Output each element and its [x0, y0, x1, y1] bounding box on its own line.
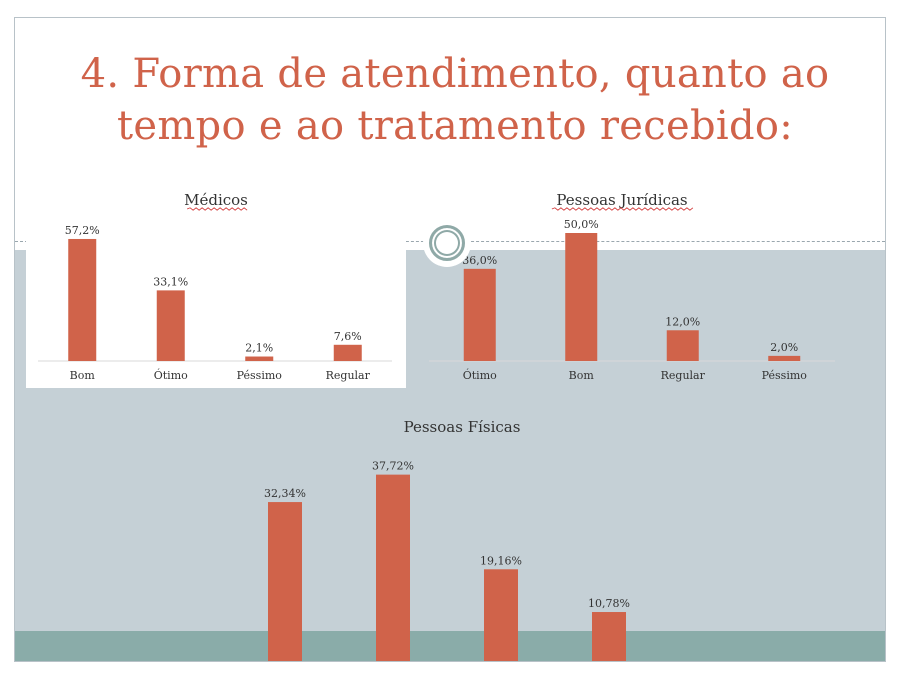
chart-pessoas-juridicas-value-label: 36,0%: [462, 254, 497, 267]
chart-pessoas-juridicas-value-label: 50,0%: [564, 218, 599, 231]
chart-medicos-value-label: 7,6%: [334, 330, 362, 343]
chart-pessoas-fisicas-svg: Pessoas Físicas32,34%Ótimo37,72%Bom19,16…: [264, 418, 630, 661]
chart-medicos-value-label: 57,2%: [65, 224, 100, 237]
chart-pessoas-juridicas-bar: [666, 330, 699, 361]
chart-pessoas-juridicas: Pessoas Jurídicas 36,0% Ótimo 50,0% Bom 12,0%…: [425, 168, 835, 388]
chart-pessoas-fisicas: Pessoas Físicas32,34%Ótimo37,72%Bom19,16…: [215, 396, 695, 661]
chart-pessoas-fisicas-title: Pessoas Físicas: [404, 418, 521, 436]
chart-medicos-bar: [156, 290, 185, 361]
chart-pessoas-juridicas-bar: [565, 233, 598, 361]
chart-pessoas-juridicas-bar: [768, 355, 801, 361]
slide-title: 4. Forma de atendimento, quanto ao tempo…: [80, 51, 830, 149]
chart-medicos-category-label: Péssimo: [237, 369, 283, 382]
chart-medicos-bar: [245, 356, 274, 361]
chart-medicos-title: Médicos: [184, 191, 248, 209]
chart-medicos-value-label: 2,1%: [245, 342, 273, 355]
chart-medicos-category-label: Ótimo: [154, 368, 188, 382]
chart-medicos-category-label: Bom: [70, 369, 96, 382]
chart-pessoas-fisicas-bar: [268, 502, 302, 661]
chart-pessoas-fisicas-value-label: 19,16%: [480, 554, 522, 567]
chart-pessoas-juridicas-category-label: Bom: [569, 369, 595, 382]
chart-pessoas-juridicas-title-underline: [551, 207, 694, 211]
chart-pessoas-juridicas-title: Pessoas Jurídicas: [556, 191, 687, 209]
chart-pessoas-fisicas-bar: [484, 569, 518, 661]
chart-pessoas-juridicas-category-label: Péssimo: [762, 369, 808, 382]
chart-pessoas-juridicas-value-label: 12,0%: [665, 315, 700, 328]
chart-pessoas-fisicas-bar: [376, 474, 410, 661]
chart-pessoas-juridicas-category-label: Ótimo: [463, 368, 497, 382]
chart-medicos-svg: Médicos 57,2% Bom 33,1% Ótimo 2,1% Péssimo 7,6%…: [38, 191, 392, 382]
chart-pessoas-fisicas-bar: [592, 612, 626, 661]
chart-medicos-bar: [333, 344, 362, 361]
circle-decoration: [423, 219, 471, 267]
chart-pessoas-juridicas-category-label: Regular: [661, 369, 706, 382]
chart-pessoas-juridicas-bar: [463, 268, 496, 361]
slide-footer-band: [15, 631, 885, 661]
chart-medicos-title-underline: [186, 207, 248, 211]
chart-pessoas-fisicas-value-label: 37,72%: [372, 460, 414, 473]
chart-pessoas-juridicas-value-label: 2,0%: [770, 341, 798, 354]
chart-pessoas-juridicas-svg: Pessoas Jurídicas 36,0% Ótimo 50,0% Bom 12,0%…: [429, 191, 835, 382]
chart-medicos: Médicos 57,2% Bom 33,1% Ótimo 2,1% Péssimo 7,6%…: [26, 168, 406, 388]
chart-medicos-value-label: 33,1%: [153, 275, 188, 288]
chart-pessoas-fisicas-value-label: 10,78%: [588, 597, 630, 610]
chart-medicos-category-label: Regular: [326, 369, 371, 382]
chart-medicos-bar: [68, 238, 97, 361]
chart-pessoas-fisicas-value-label: 32,34%: [264, 487, 306, 500]
slide: 4. Forma de atendimento, quanto ao tempo…: [14, 17, 886, 662]
